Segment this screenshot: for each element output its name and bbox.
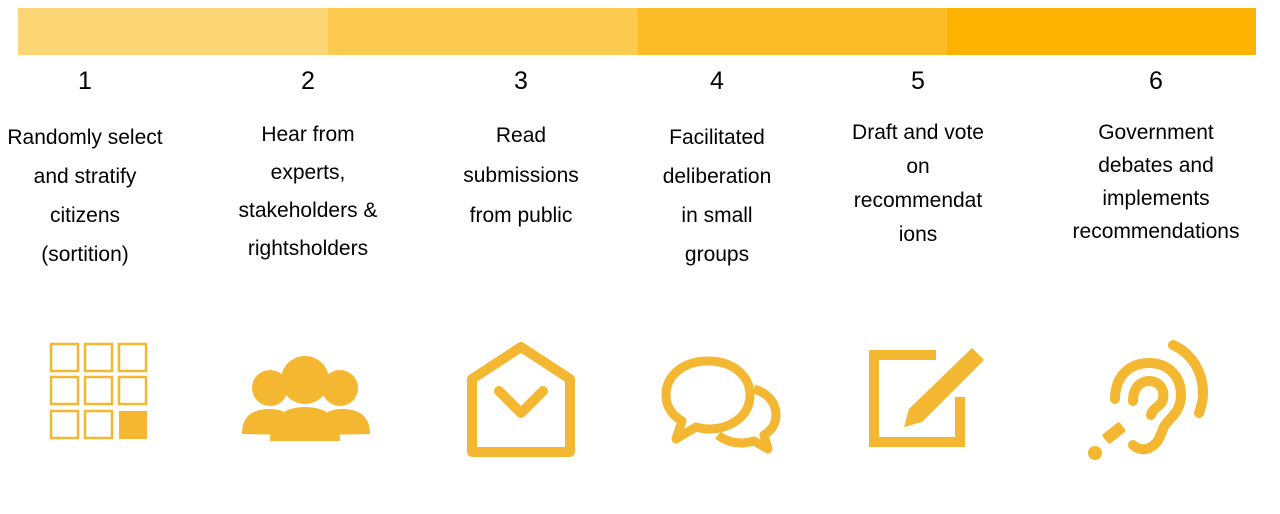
progress-segment-4 (947, 8, 1256, 55)
step-number: 1 (78, 67, 92, 95)
step-number: 2 (301, 67, 315, 95)
step-4: 4 Facilitated deliberation in small grou… (622, 66, 812, 274)
step-1: 1 Randomly select and stratify citizens … (0, 66, 180, 274)
step-description: Hear from experts, stakeholders & rights… (238, 123, 378, 260)
step-6: 6 Government debates and implements reco… (1061, 66, 1251, 248)
progress-segment-2 (328, 8, 638, 55)
step-description: Facilitated deliberation in small groups (662, 126, 772, 266)
progress-segment-1 (18, 8, 328, 55)
step-number: 4 (710, 67, 724, 95)
progress-segment-3 (638, 8, 947, 55)
step-number: 5 (911, 67, 925, 95)
open-envelope-icon (451, 335, 591, 465)
grid-select-icon (30, 335, 170, 465)
step-number: 3 (514, 67, 528, 95)
step-description: Read submissions from public (463, 124, 579, 227)
hearing-listen-icon (1075, 335, 1215, 465)
edit-note-icon (848, 335, 988, 465)
step-number: 6 (1149, 67, 1163, 95)
step-2: 2 Hear from experts, stakeholders & righ… (213, 66, 403, 268)
step-description: Randomly select and stratify citizens (s… (7, 126, 163, 266)
progress-bar (18, 8, 1256, 55)
step-description: Draft and vote on recommendat ions (852, 121, 984, 246)
step-5: 5 Draft and vote on recommendat ions (823, 66, 1013, 252)
step-3: 3 Read submissions from public (426, 66, 616, 236)
step-description: Government debates and implements recomm… (1072, 121, 1240, 243)
chat-bubbles-icon (650, 335, 790, 465)
people-group-icon (236, 335, 376, 465)
